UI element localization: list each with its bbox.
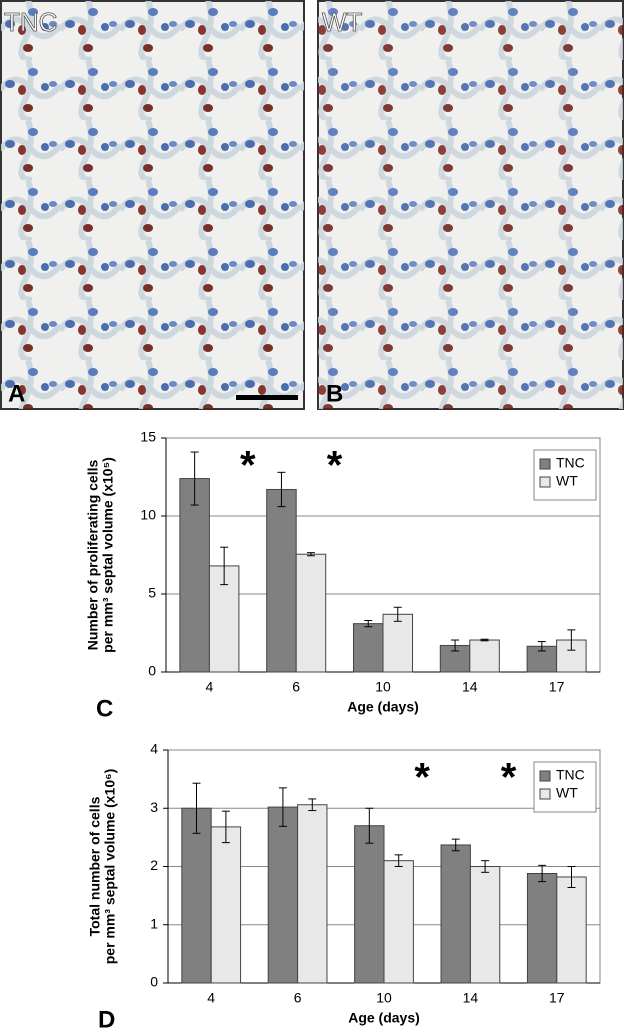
error-bar: [567, 866, 576, 888]
x-tick-label: 6: [294, 990, 302, 1006]
error-bar: [308, 798, 317, 812]
error-bar: [393, 606, 402, 622]
bar: [266, 488, 297, 673]
significance-star: *: [240, 444, 256, 488]
y-tick-label: 1: [150, 915, 158, 931]
legend-swatch: [539, 788, 551, 800]
x-tick-label: 14: [462, 679, 478, 695]
bar: [297, 804, 328, 984]
y-tick-label: 0: [148, 663, 156, 679]
x-tick-label: 4: [206, 679, 214, 695]
x-tick-label: 10: [376, 990, 392, 1006]
x-tick-label: 4: [207, 990, 215, 1006]
error-bar: [192, 782, 201, 834]
panel-label: A: [8, 380, 25, 407]
error-bar: [306, 552, 315, 557]
error-bar: [278, 787, 287, 827]
bar: [382, 613, 414, 673]
x-tick-label: 17: [549, 990, 565, 1006]
y-tick-label: 10: [140, 507, 156, 523]
error-bar: [364, 620, 373, 628]
bar: [354, 825, 385, 984]
bar: [469, 639, 500, 673]
y-axis-title: Number of proliferating cells: [85, 459, 101, 650]
error-bar: [220, 546, 229, 586]
legend-label: TNC: [556, 455, 585, 471]
bar: [179, 478, 210, 673]
y-axis-title: Total number of cells: [87, 796, 103, 936]
bar: [526, 872, 558, 984]
legend-label: WT: [556, 785, 578, 801]
significance-star: *: [501, 756, 517, 800]
error-bar: [480, 638, 489, 642]
error-bar: [277, 471, 286, 508]
legend-swatch: [539, 476, 551, 488]
x-axis-title: Age (days): [347, 699, 419, 715]
panel-label: C: [96, 695, 113, 722]
y-axis-title: per mm³ septal volume (x10⁶): [102, 769, 118, 965]
panel-caption: WT: [322, 7, 363, 37]
x-tick-label: 17: [549, 679, 565, 695]
scale-bar: [236, 395, 298, 400]
y-tick-label: 2: [150, 857, 158, 873]
y-tick-label: 4: [150, 741, 158, 757]
significance-star: *: [327, 444, 343, 488]
x-axis-title: Age (days): [348, 1010, 420, 1026]
y-tick-label: 5: [148, 585, 156, 601]
bar: [295, 553, 327, 673]
bar: [469, 866, 501, 984]
bar: [352, 623, 384, 673]
micrograph-b: WT B: [317, 0, 624, 410]
x-tick-label: 10: [375, 679, 391, 695]
y-axis-title: per mm³ septal volume (x10⁵): [100, 457, 116, 653]
y-tick-label: 3: [150, 799, 158, 815]
bar: [556, 876, 587, 984]
error-bar: [451, 639, 460, 652]
y-tick-label: 0: [150, 974, 158, 990]
bar: [440, 844, 471, 984]
panel-label: B: [326, 380, 343, 407]
error-bar: [221, 810, 230, 844]
error-bar: [537, 641, 546, 652]
micrograph-a: TNC A: [0, 0, 305, 410]
legend-swatch: [539, 770, 551, 782]
error-bar: [538, 864, 547, 883]
panel-label: D: [98, 1006, 115, 1032]
bar: [383, 860, 414, 984]
legend-box: [533, 761, 597, 813]
error-bar: [365, 807, 374, 844]
bar: [181, 807, 212, 984]
x-tick-label: 14: [463, 990, 479, 1006]
error-bar: [394, 854, 403, 867]
panel-caption: TNC: [4, 7, 57, 37]
x-tick-label: 6: [292, 679, 300, 695]
y-tick-label: 15: [140, 429, 156, 445]
legend-box: [533, 449, 597, 501]
legend-swatch: [539, 458, 551, 470]
legend-label: TNC: [556, 767, 585, 783]
bar: [210, 826, 242, 984]
error-bar: [451, 838, 460, 852]
bar: [267, 806, 299, 984]
legend-label: WT: [556, 473, 578, 489]
significance-star: *: [414, 756, 430, 800]
error-bar: [567, 629, 576, 651]
error-bar: [190, 451, 199, 506]
error-bar: [481, 860, 490, 873]
